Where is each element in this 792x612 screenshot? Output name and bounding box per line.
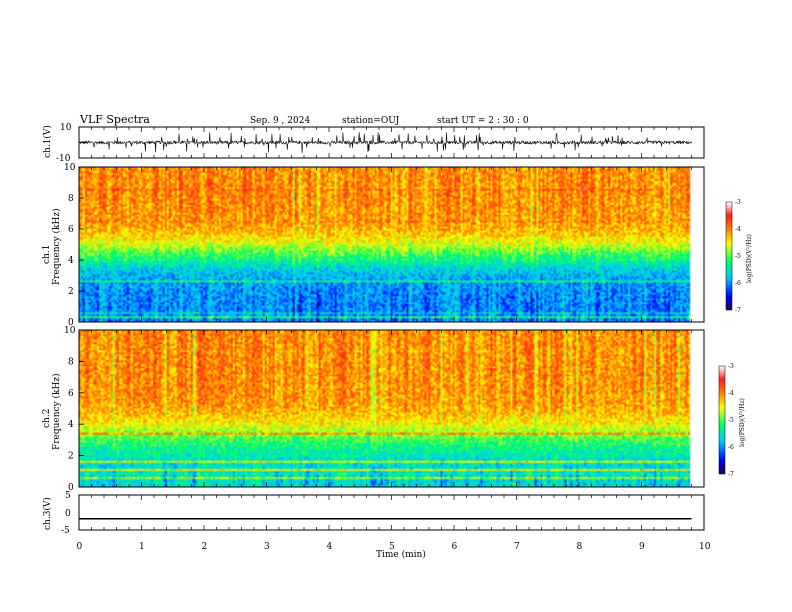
figure-title: VLF Spectra	[79, 113, 150, 126]
colorbar-tick-label: -5	[728, 417, 734, 424]
ch1-waveform-line	[78, 132, 692, 153]
ch1-ytick-bottom: -10	[56, 154, 71, 164]
ch3-waveform-ylabel: ch.3(V)	[42, 497, 53, 530]
colorbar-tick-label: -4	[735, 226, 741, 233]
freq-tick-label: 10	[64, 163, 76, 173]
ch2-frequency-ylabel: Frequency (kHz)	[51, 373, 62, 450]
time-tick-label: 8	[577, 542, 583, 552]
ch2-channel-label: ch.2	[42, 409, 52, 428]
freq-tick-label: 4	[68, 256, 74, 266]
time-tick-label: 3	[264, 542, 270, 552]
freq-tick-label: 10	[64, 326, 76, 336]
time-tick-label: 5	[389, 542, 395, 552]
time-tick-label: 6	[452, 542, 458, 552]
time-tick-label: 0	[77, 542, 83, 552]
time-axis-ticks: 0 1 2 3 4 5 6 7 8 9 10	[77, 127, 711, 552]
date-label: Sep. 9 , 2024	[250, 116, 310, 126]
ch3-ytick-mid: 0	[65, 509, 71, 519]
ch1-colorbar-frame	[725, 201, 733, 311]
colorbar-tick-label: -7	[728, 471, 734, 478]
freq-tick-label: 2	[68, 452, 74, 462]
ch1-colorbar	[726, 202, 732, 310]
ch1-colorbar-ticks: -3 -4 -5 -6 -7	[735, 199, 741, 314]
freq-tick-label: 8	[68, 194, 74, 204]
ch1-channel-label: ch.1	[42, 245, 52, 264]
freq-tick-label: 8	[68, 357, 74, 367]
ch1-colorbar-label: log(PSD)(V²/Hz)	[746, 234, 753, 283]
ch2-colorbar-ticks: -3 -4 -5 -6 -7	[728, 363, 734, 478]
ch1-freq-ticks: 0 2 4 6 8 10	[64, 163, 84, 328]
time-axis-label: Time (min)	[376, 549, 426, 560]
ch3-ytick-bottom: -5	[61, 526, 70, 536]
freq-tick-label: 6	[68, 389, 74, 399]
colorbar-tick-label: -3	[728, 363, 734, 370]
time-tick-label: 10	[699, 542, 711, 552]
freq-tick-label: 6	[68, 225, 74, 235]
freq-tick-label: 2	[68, 287, 74, 297]
ch3-waveform-frame	[78, 494, 705, 531]
colorbar-tick-label: -6	[735, 280, 741, 287]
ch2-colorbar-label: log(PSD)(V²/Hz)	[739, 398, 746, 447]
ch2-freq-ticks: 0 2 4 6 8 10	[64, 326, 84, 493]
freq-tick-label: 0	[68, 483, 74, 493]
start-time-label: start UT = 2 : 30 : 0	[437, 116, 529, 126]
colorbar-tick-label: -6	[728, 444, 734, 451]
ch1-ytick-top: 10	[60, 123, 72, 133]
colorbar-tick-label: -5	[735, 253, 741, 260]
ch1-frequency-ylabel: Frequency (kHz)	[51, 208, 62, 285]
freq-tick-label: 4	[68, 420, 74, 430]
time-tick-label: 7	[514, 542, 520, 552]
colorbar-tick-label: -7	[735, 307, 741, 314]
ch3-waveform-panel: 5 0 -5 ch.3(V) 0 1 2 3 4 5 6 7 8 9 10 Time (min)	[42, 127, 711, 560]
ch3-ytick-top: 5	[65, 491, 71, 501]
time-tick-label: 1	[139, 542, 145, 552]
time-tick-label: 2	[202, 542, 208, 552]
ch1-spectrogram-image	[79, 167, 704, 322]
ch2-spectrogram-image	[79, 330, 704, 487]
ch1-waveform-ylabel: ch.1(V)	[42, 125, 53, 158]
ch2-colorbar-frame	[718, 365, 726, 475]
colorbar-tick-label: -4	[728, 390, 734, 397]
station-label: station=OUJ	[342, 116, 400, 126]
time-tick-label: 4	[327, 542, 333, 552]
colorbar-tick-label: -3	[735, 199, 741, 206]
ch2-colorbar	[719, 366, 725, 474]
freq-tick-label: 0	[68, 318, 74, 328]
time-tick-label: 9	[639, 542, 645, 552]
